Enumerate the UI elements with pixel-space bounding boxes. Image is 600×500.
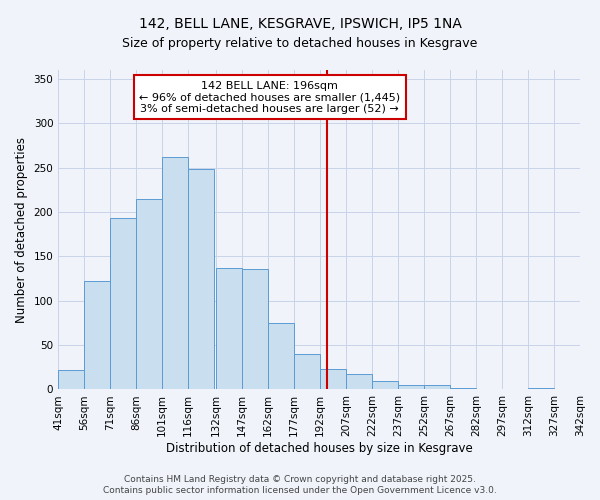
Bar [136,198,162,390]
Bar [294,354,320,390]
Text: Contains public sector information licensed under the Open Government Licence v3: Contains public sector information licen… [103,486,497,495]
Y-axis label: Number of detached properties: Number of detached properties [15,136,28,322]
Bar [188,170,214,390]
Bar [58,370,84,390]
Bar [528,388,554,390]
Text: 142 BELL LANE: 196sqm
← 96% of detached houses are smaller (1,445)
3% of semi-de: 142 BELL LANE: 196sqm ← 96% of detached … [139,80,400,114]
X-axis label: Distribution of detached houses by size in Kesgrave: Distribution of detached houses by size … [166,442,472,455]
Bar [268,323,294,390]
Text: Size of property relative to detached houses in Kesgrave: Size of property relative to detached ho… [122,38,478,51]
Bar [216,268,242,390]
Bar [398,385,424,390]
Bar [320,369,346,390]
Bar [372,380,398,390]
Bar [424,385,450,390]
Bar [84,281,110,390]
Bar [242,269,268,390]
Text: Contains HM Land Registry data © Crown copyright and database right 2025.: Contains HM Land Registry data © Crown c… [124,475,476,484]
Bar [110,218,136,390]
Bar [450,388,476,390]
Text: 142, BELL LANE, KESGRAVE, IPSWICH, IP5 1NA: 142, BELL LANE, KESGRAVE, IPSWICH, IP5 1… [139,18,461,32]
Bar [162,157,188,390]
Bar [346,374,372,390]
